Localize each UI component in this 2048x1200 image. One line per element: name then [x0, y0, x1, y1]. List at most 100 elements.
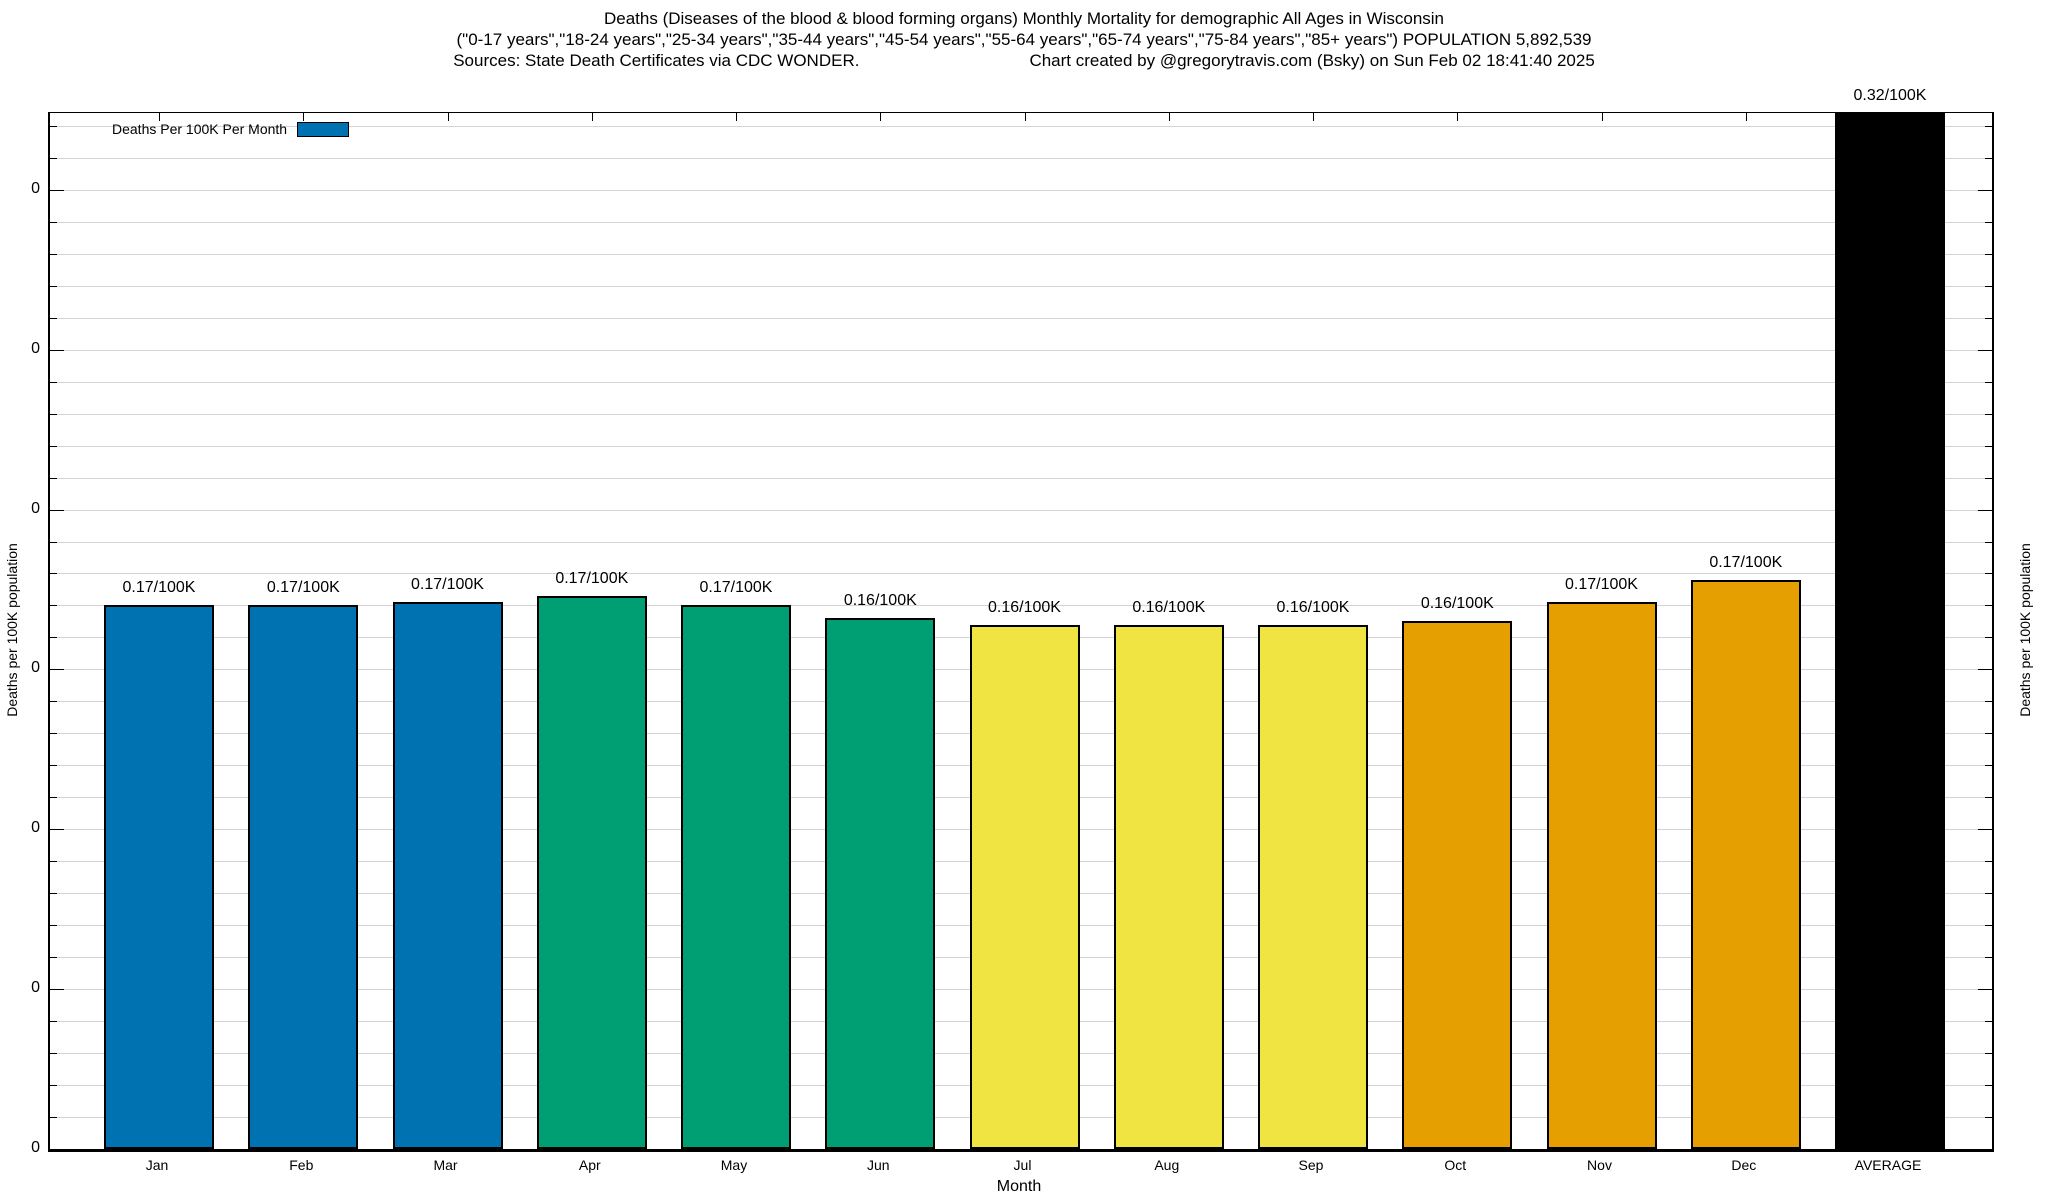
- axis-tick: [1985, 797, 1992, 799]
- axis-tick: [1985, 701, 1992, 703]
- y-tick-label: 0: [31, 179, 40, 197]
- axis-tick: [50, 1021, 57, 1023]
- bar-value-label: 0.16/100K: [1132, 598, 1206, 616]
- axis-tick: [1985, 221, 1992, 223]
- axis-tick: [1985, 125, 1992, 127]
- x-tick-label: Jun: [867, 1157, 890, 1173]
- bar-aug: [1113, 624, 1224, 1149]
- axis-tick: [50, 317, 57, 319]
- axis-tick: [1985, 317, 1992, 319]
- bar-value-label: 0.16/100K: [843, 592, 917, 610]
- x-tick-label: May: [720, 1157, 748, 1173]
- axis-tick: [1978, 509, 1992, 511]
- gridline: [50, 413, 1992, 415]
- axis-tick: [50, 797, 57, 799]
- x-tick-label: Nov: [1587, 1157, 1612, 1173]
- axis-tick: [1985, 541, 1992, 543]
- bar-value-label: 0.17/100K: [1565, 576, 1638, 594]
- legend-label: Deaths Per 100K Per Month: [112, 121, 288, 137]
- axis-tick: [1985, 413, 1992, 415]
- axis-tick: [50, 989, 64, 991]
- bar-jan: [104, 605, 214, 1149]
- axis-tick: [1024, 113, 1026, 121]
- bar-value-label: 0.17/100K: [122, 579, 196, 597]
- axis-tick: [50, 381, 57, 383]
- plot-area: 0.17/100K 0.17/100K 0.17/100K 0.17/100K 0.17…: [48, 87, 1994, 1152]
- axis-tick: [880, 113, 882, 121]
- axis-tick: [1985, 893, 1992, 895]
- gridline: [50, 605, 1992, 607]
- axis-tick: [50, 701, 57, 703]
- gridline: [50, 317, 1992, 319]
- axis-tick: [50, 125, 57, 127]
- axis-tick: [1985, 733, 1992, 735]
- bar-feb: [248, 605, 359, 1149]
- axis-tick: [50, 157, 57, 159]
- axis-tick: [50, 541, 57, 543]
- gridline: [50, 573, 1992, 575]
- axis-tick: [1978, 829, 1992, 831]
- x-tick-label: Jul: [1013, 1157, 1032, 1173]
- axis-tick: [50, 893, 57, 895]
- axis-tick: [1890, 113, 1891, 121]
- axis-tick: [1985, 1021, 1992, 1023]
- x-tick-label: Oct: [1444, 1157, 1467, 1173]
- gridline: [50, 541, 1992, 543]
- axis-tick: [1985, 957, 1992, 959]
- bar-jul: [969, 624, 1080, 1149]
- axis-tick: [1985, 573, 1992, 575]
- gridline: [50, 285, 1992, 287]
- axis-tick: [1978, 189, 1992, 191]
- axis-tick: [50, 1085, 57, 1086]
- axis-tick: [50, 573, 57, 575]
- axis-tick: [1457, 113, 1459, 121]
- bar-dec: [1690, 579, 1801, 1149]
- axis-tick: [1985, 381, 1992, 383]
- gridline: [50, 509, 1992, 511]
- x-tick-label: Sep: [1298, 1157, 1324, 1173]
- axis-tick: [50, 509, 64, 511]
- axis-tick: [1978, 989, 1992, 991]
- axis-tick: [50, 413, 57, 415]
- axis-tick: [50, 477, 57, 479]
- bar-nov: [1546, 602, 1657, 1149]
- axis-tick: [1985, 1053, 1992, 1055]
- bar-value-label: 0.16/100K: [1420, 595, 1494, 613]
- y-axis-title-right: Deaths per 100K population: [2017, 543, 2033, 717]
- bar-jun: [825, 618, 936, 1149]
- axis-tick: [50, 1117, 57, 1118]
- axis-tick: [1313, 113, 1314, 121]
- bar-sep: [1258, 624, 1368, 1149]
- axis-tick: [50, 285, 57, 287]
- axis-tick: [1985, 1085, 1992, 1086]
- axis-tick: [1985, 445, 1992, 447]
- gridline: [50, 477, 1992, 479]
- bar-value-label: 0.17/100K: [411, 576, 484, 594]
- axis-tick: [50, 253, 57, 255]
- chart-source-note: Sources: State Death Certificates via CD…: [453, 51, 860, 70]
- axis-tick: [591, 113, 593, 121]
- axis-tick: [1168, 113, 1170, 121]
- gridline: [50, 445, 1992, 447]
- x-axis-title: Month: [996, 1178, 1042, 1195]
- legend-swatch: [297, 121, 350, 137]
- axis-tick: [50, 829, 64, 831]
- bar-oct: [1402, 621, 1513, 1149]
- axis-tick: [50, 925, 57, 927]
- axis-tick: [1745, 113, 1747, 121]
- bar-mar: [392, 602, 503, 1149]
- axis-tick: [1978, 669, 1992, 671]
- axis-tick: [1985, 157, 1992, 159]
- y-tick-label: 0: [31, 979, 40, 997]
- bar-value-label: 0.32/100K: [1853, 87, 1927, 104]
- chart-credit-note: Chart created by @gregorytravis.com (Bsk…: [1029, 51, 1595, 70]
- bar-average: [1835, 113, 1945, 1149]
- chart-title-line3: Sources: State Death Certificates via CD…: [0, 50, 2048, 71]
- axis-tick: [50, 765, 57, 767]
- y-tick-label: 0: [31, 499, 40, 517]
- axis-tick: [1985, 925, 1992, 927]
- axis-tick: [303, 113, 305, 121]
- y-tick-label: 0: [31, 339, 40, 357]
- axis-tick: [736, 113, 737, 121]
- axis-tick: [1978, 349, 1992, 351]
